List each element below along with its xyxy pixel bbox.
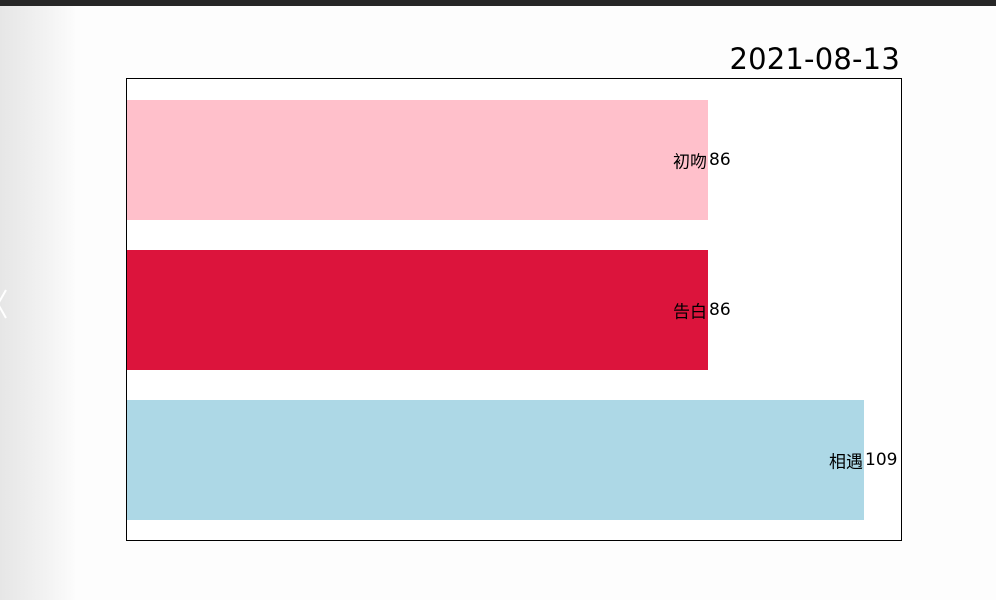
bar-category-label: 初吻	[673, 152, 707, 173]
bar-category-label: 告白	[673, 302, 707, 323]
chart-date-title: 2021-08-13	[729, 42, 900, 76]
bar-1	[127, 100, 708, 220]
bar-value-label: 86	[709, 150, 731, 170]
bar-value-label: 109	[865, 450, 898, 470]
bar-value-label: 86	[709, 300, 731, 320]
chevron-left-icon[interactable]	[0, 284, 10, 324]
bar-3	[127, 400, 864, 520]
plot-area: 初吻 86 告白 86 相遇 109	[126, 78, 902, 541]
left-side-panel	[0, 6, 75, 600]
bar-2	[127, 250, 708, 370]
bar-category-label: 相遇	[829, 452, 863, 473]
window-top-strip	[0, 0, 996, 6]
